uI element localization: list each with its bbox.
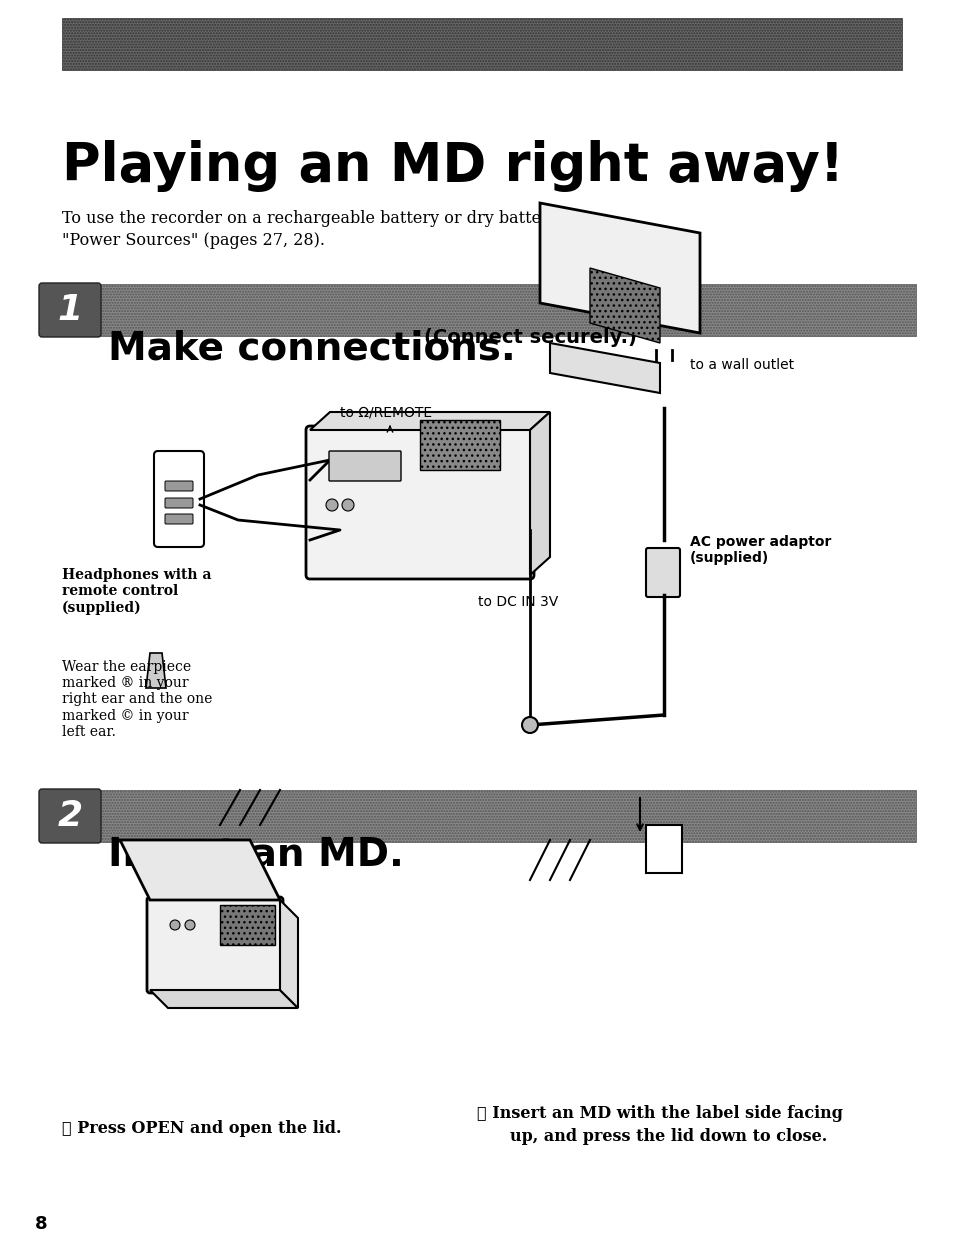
Text: to Ω/REMOTE: to Ω/REMOTE xyxy=(339,404,432,419)
Polygon shape xyxy=(280,900,297,1009)
Polygon shape xyxy=(146,653,166,688)
Text: Headphones with a
remote control
(supplied): Headphones with a remote control (suppli… xyxy=(62,568,212,615)
FancyBboxPatch shape xyxy=(40,790,915,842)
Polygon shape xyxy=(645,825,681,873)
Text: 8: 8 xyxy=(35,1215,48,1233)
Circle shape xyxy=(185,920,194,930)
FancyBboxPatch shape xyxy=(39,789,101,843)
FancyBboxPatch shape xyxy=(165,498,193,508)
Text: To use the recorder on a rechargeable battery or dry batteries, see: To use the recorder on a rechargeable ba… xyxy=(62,210,609,227)
Text: up, and press the lid down to close.: up, and press the lid down to close. xyxy=(510,1128,826,1145)
FancyBboxPatch shape xyxy=(39,284,101,337)
FancyBboxPatch shape xyxy=(419,420,499,470)
Text: to a wall outlet: to a wall outlet xyxy=(689,358,793,372)
Text: Playing an MD right away!: Playing an MD right away! xyxy=(62,141,843,192)
Polygon shape xyxy=(539,203,700,333)
Polygon shape xyxy=(530,412,550,575)
Text: (Connect securely.): (Connect securely.) xyxy=(423,328,637,346)
FancyBboxPatch shape xyxy=(220,905,274,944)
FancyBboxPatch shape xyxy=(165,514,193,524)
Text: ① Press OPEN and open the lid.: ① Press OPEN and open the lid. xyxy=(62,1120,341,1137)
FancyBboxPatch shape xyxy=(40,284,915,337)
Text: ② Insert an MD with the label side facing: ② Insert an MD with the label side facin… xyxy=(476,1105,842,1122)
Circle shape xyxy=(326,499,337,510)
Polygon shape xyxy=(150,990,297,1009)
FancyBboxPatch shape xyxy=(147,896,283,993)
FancyBboxPatch shape xyxy=(165,481,193,491)
Polygon shape xyxy=(310,412,550,430)
Polygon shape xyxy=(550,343,659,393)
Text: AC power adaptor
(supplied): AC power adaptor (supplied) xyxy=(689,535,830,565)
Text: Make connections.: Make connections. xyxy=(108,330,516,367)
Circle shape xyxy=(170,920,180,930)
Text: Insert an MD.: Insert an MD. xyxy=(108,836,403,874)
Text: Wear the earpiece
marked ® in your
right ear and the one
marked © in your
left e: Wear the earpiece marked ® in your right… xyxy=(62,660,213,739)
Polygon shape xyxy=(589,268,659,343)
Circle shape xyxy=(521,718,537,732)
Circle shape xyxy=(341,499,354,510)
Polygon shape xyxy=(120,840,280,900)
Text: to DC IN 3V: to DC IN 3V xyxy=(477,596,558,609)
FancyBboxPatch shape xyxy=(645,547,679,597)
Text: 1: 1 xyxy=(57,293,83,327)
FancyBboxPatch shape xyxy=(306,425,534,580)
FancyBboxPatch shape xyxy=(153,451,204,547)
FancyBboxPatch shape xyxy=(62,18,901,70)
FancyBboxPatch shape xyxy=(329,451,400,481)
Text: "Power Sources" (pages 27, 28).: "Power Sources" (pages 27, 28). xyxy=(62,232,325,249)
Text: 2: 2 xyxy=(57,799,83,834)
